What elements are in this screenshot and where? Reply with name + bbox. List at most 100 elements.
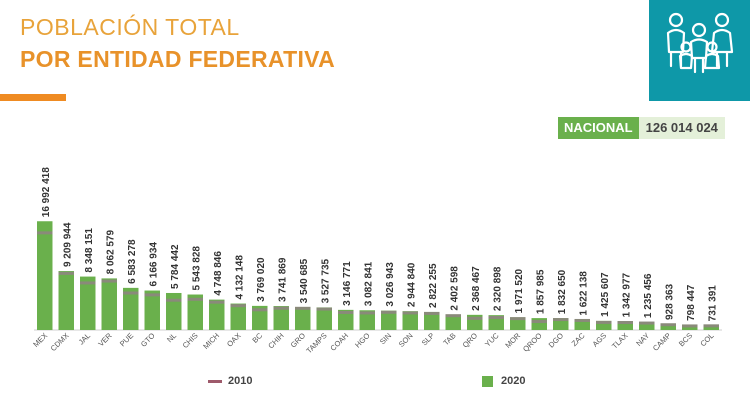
category-label-jal: JAL <box>77 331 93 347</box>
bar-2020-bcs <box>682 324 698 330</box>
category-label-dgo: DGO <box>547 331 566 350</box>
value-label-mich: 4 748 846 <box>213 251 224 296</box>
bar-2020-tlax <box>617 321 633 330</box>
value-label-bc: 3 769 020 <box>256 257 267 302</box>
marker-2010-qroo <box>531 320 547 324</box>
category-label-qro: QRO <box>461 331 480 350</box>
accent-bar <box>0 94 66 101</box>
category-label-mex: MEX <box>31 331 49 349</box>
marker-2010-dgo <box>553 318 569 322</box>
bar-2020-mor <box>510 317 526 330</box>
marker-2010-coah <box>338 310 354 314</box>
value-label-nl: 5 784 442 <box>170 244 181 289</box>
marker-2010-oax <box>230 304 246 308</box>
value-label-qro: 2 368 467 <box>471 266 482 311</box>
marker-2010-son <box>402 311 418 315</box>
legend-swatch-2020 <box>482 375 493 387</box>
marker-2010-yuc <box>488 315 504 319</box>
category-label-gro: GRO <box>289 331 308 350</box>
bar-2020-nl <box>166 292 182 330</box>
marker-2010-ags <box>596 320 612 324</box>
marker-2010-chih <box>273 306 289 310</box>
legend-label-2020: 2020 <box>501 375 526 387</box>
bar-2020-mich <box>209 299 225 330</box>
bar-2020-tab <box>445 314 461 330</box>
value-label-gto: 6 166 934 <box>148 242 159 287</box>
bar-2020-ags <box>596 320 612 330</box>
category-label-ags: AGS <box>591 331 609 349</box>
bar-2020-tamps <box>316 307 332 330</box>
category-label-son: SON <box>397 331 415 349</box>
bar-2020-oax <box>230 303 246 330</box>
marker-2010-cdmx <box>58 271 74 275</box>
category-label-oax: OAX <box>225 331 243 349</box>
bar-2020-mex <box>37 221 53 330</box>
value-label-col: 731 391 <box>707 285 718 322</box>
bar-2020-bc <box>252 305 268 330</box>
marker-2010-sin <box>381 310 397 314</box>
value-label-chis: 5 543 828 <box>191 246 202 291</box>
value-label-bcs: 798 447 <box>686 284 697 321</box>
bar-2020-nay <box>639 322 655 330</box>
category-label-cdmx: CDMX <box>49 331 71 353</box>
category-label-gto: GTO <box>139 331 157 349</box>
value-label-coah: 3 146 771 <box>342 261 353 306</box>
value-label-ver: 8 062 579 <box>105 229 116 274</box>
marker-2010-mor <box>510 317 526 321</box>
marker-2010-camp <box>660 323 676 327</box>
category-label-nl: NL <box>165 331 178 344</box>
category-label-bcs: BCS <box>677 331 694 348</box>
national-value: 126 014 024 <box>638 117 725 139</box>
bar-2020-ver <box>101 278 117 330</box>
value-label-qroo: 1 857 985 <box>535 269 546 314</box>
value-label-ags: 1 425 607 <box>600 272 611 317</box>
bar-2020-son <box>402 311 418 330</box>
bar-2020-coah <box>338 309 354 330</box>
value-label-jal: 8 348 151 <box>84 228 95 273</box>
category-label-mich: MICH <box>201 331 221 351</box>
marker-2010-ver <box>101 279 117 283</box>
legend-item-2020: 2020 <box>482 375 525 387</box>
marker-2010-tamps <box>316 307 332 311</box>
value-label-chih: 3 741 869 <box>277 257 288 302</box>
bar-2020-sin <box>381 310 397 330</box>
value-label-hgo: 3 082 841 <box>363 261 374 306</box>
category-label-mor: MOR <box>503 331 522 350</box>
category-label-tab: TAB <box>441 331 457 347</box>
value-label-tlax: 1 342 977 <box>621 272 632 317</box>
category-label-sin: SIN <box>378 331 393 346</box>
legend-item-2010: 2010 <box>208 375 252 387</box>
category-label-tlax: TLAX <box>610 331 630 351</box>
value-label-zac: 1 622 138 <box>578 271 589 316</box>
bar-2020-slp <box>424 311 440 330</box>
legend-swatch-2010 <box>208 379 222 383</box>
title-line-2: POR ENTIDAD FEDERATIVA <box>20 46 335 72</box>
logo <box>649 0 750 101</box>
marker-2010-bcs <box>682 324 698 328</box>
value-label-pue: 6 583 278 <box>127 239 138 284</box>
category-label-yuc: YUC <box>483 331 501 349</box>
bar-2020-cdmx <box>58 271 74 330</box>
marker-2010-zac <box>574 318 590 322</box>
marker-2010-gro <box>295 306 311 310</box>
value-label-nay: 1 235 456 <box>643 273 654 318</box>
marker-2010-mex <box>37 231 53 235</box>
marker-2010-nay <box>639 321 655 325</box>
category-label-col: COL <box>698 331 715 348</box>
value-label-oax: 4 132 148 <box>234 255 245 300</box>
value-label-yuc: 2 320 898 <box>492 266 503 311</box>
marker-2010-bc <box>252 308 268 312</box>
value-label-gro: 3 540 685 <box>299 258 310 303</box>
category-label-coah: COAH <box>328 331 350 353</box>
value-label-tamps: 3 527 735 <box>320 258 331 303</box>
bar-2020-hgo <box>359 310 375 330</box>
marker-2010-col <box>703 324 719 328</box>
value-label-slp: 2 822 255 <box>428 263 439 308</box>
marker-2010-slp <box>424 311 440 315</box>
category-label-hgo: HGO <box>353 331 372 350</box>
bar-2020-zac <box>574 319 590 330</box>
marker-2010-tlax <box>617 321 633 325</box>
category-label-bc: BC <box>250 331 264 345</box>
category-label-qroo: QROO <box>521 331 544 354</box>
